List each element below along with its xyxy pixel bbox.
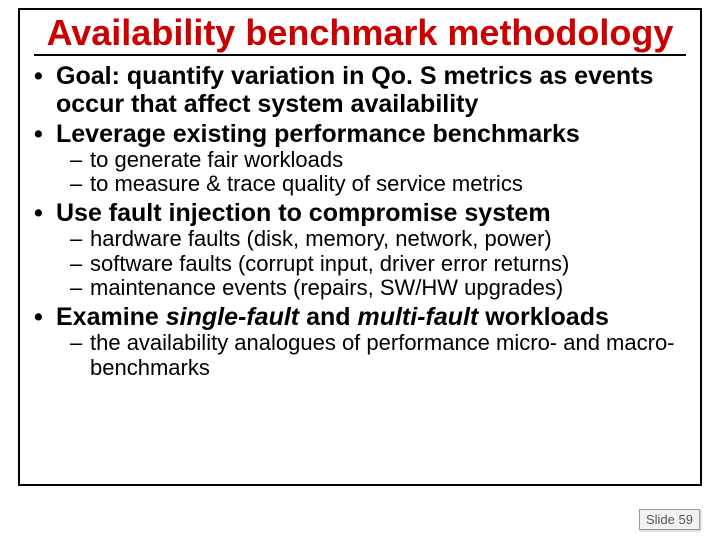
bullet-text: software faults (corrupt input, driver e…	[90, 251, 569, 276]
bullet-dot-icon: •	[34, 120, 56, 148]
bullet-level-2: – to measure & trace quality of service …	[34, 172, 686, 197]
bullet-dash-icon: –	[70, 172, 90, 197]
bullet-dash-icon: –	[70, 252, 90, 277]
slide-title: Availability benchmark methodology	[34, 14, 686, 56]
bullet-level-2: – the availability analogues of performa…	[34, 331, 686, 380]
bullet-level-2: – to generate fair workloads	[34, 148, 686, 173]
bullet-dash-icon: –	[70, 276, 90, 301]
bullet-dot-icon: •	[34, 303, 56, 331]
bullet-text: Leverage existing performance benchmarks	[56, 120, 580, 148]
bullet-level-2: – software faults (corrupt input, driver…	[34, 252, 686, 277]
bullet-dash-icon: –	[70, 331, 90, 356]
bullet-dot-icon: •	[34, 62, 56, 90]
bullet-dash-icon: –	[70, 227, 90, 252]
footer-label: Slide	[646, 512, 675, 527]
bullet-text: the availability analogues of performanc…	[90, 330, 675, 380]
bullet-level-1: • Goal: quantify variation in Qo. S metr…	[34, 62, 686, 118]
slide-frame: Availability benchmark methodology • Goa…	[18, 8, 702, 486]
bullet-dot-icon: •	[34, 199, 56, 227]
bullet-text: Examine single-fault and multi-fault wor…	[56, 303, 609, 331]
bullet-level-2: – maintenance events (repairs, SW/HW upg…	[34, 276, 686, 301]
bullet-level-1: • Use fault injection to compromise syst…	[34, 199, 686, 227]
bullet-level-1: • Leverage existing performance benchmar…	[34, 120, 686, 148]
bullet-level-1: • Examine single-fault and multi-fault w…	[34, 303, 686, 331]
bullet-text: maintenance events (repairs, SW/HW upgra…	[90, 275, 563, 300]
bullet-text: to measure & trace quality of service me…	[90, 171, 523, 196]
footer-number: 59	[679, 512, 693, 527]
bullet-dash-icon: –	[70, 148, 90, 173]
slide-number-badge: Slide 59	[639, 509, 700, 530]
bullet-text: Goal: quantify variation in Qo. S metric…	[56, 62, 653, 118]
bullet-text: hardware faults (disk, memory, network, …	[90, 226, 552, 251]
bullet-text: Use fault injection to compromise system	[56, 199, 551, 227]
slide: Availability benchmark methodology • Goa…	[0, 0, 720, 540]
bullet-level-2: – hardware faults (disk, memory, network…	[34, 227, 686, 252]
bullet-text: to generate fair workloads	[90, 147, 343, 172]
bullet-list: • Goal: quantify variation in Qo. S metr…	[34, 62, 686, 380]
